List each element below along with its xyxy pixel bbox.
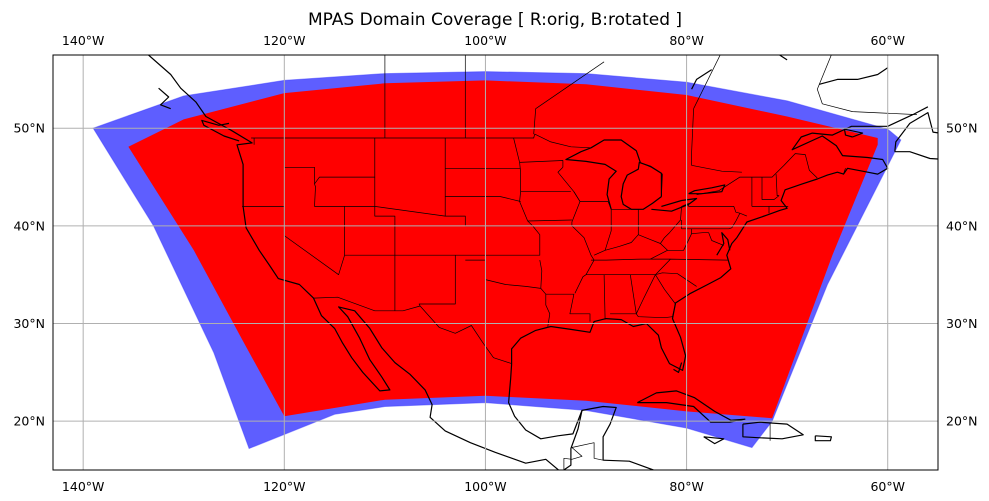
coastline — [562, 405, 617, 470]
boundary-line — [691, 108, 742, 173]
boundary-line — [527, 219, 572, 222]
boundary-line — [313, 296, 512, 364]
boundary-line — [445, 196, 521, 202]
boundary-line — [591, 258, 671, 261]
coastline — [158, 87, 171, 110]
boundary-line — [593, 201, 612, 256]
boundary-line — [693, 55, 721, 109]
lon-tick-label-bottom: 80°W — [669, 479, 704, 494]
lat-tick-label-right: 50°N — [946, 121, 978, 136]
coastline — [778, 55, 788, 61]
boundary-line — [605, 234, 668, 260]
boundary-line — [635, 274, 656, 314]
boundary-line — [418, 255, 456, 307]
coastline — [511, 106, 929, 371]
coastline — [703, 436, 725, 445]
lon-tick-label-bottom: 60°W — [870, 479, 905, 494]
coastline — [603, 459, 654, 470]
boundary-line — [816, 55, 917, 115]
lon-tick-label-top: 60°W — [870, 33, 905, 48]
coastline — [819, 67, 889, 85]
lon-tick-label-bottom: 140°W — [62, 479, 104, 494]
coastline — [814, 435, 833, 442]
lat-tick-label-right: 40°N — [946, 218, 978, 233]
boundary-line — [843, 168, 846, 175]
boundary-line — [691, 228, 724, 246]
plot-frame — [52, 54, 939, 471]
boundary-line — [251, 133, 592, 149]
coastline — [651, 197, 698, 212]
boundary-line — [696, 153, 818, 195]
tick-label-layer: 140°W 140°W 120°W 120°W 100°W 100°W 80°W 80°W 60… — [13, 33, 977, 494]
gridline-layer — [53, 55, 938, 470]
boundary-line — [761, 177, 780, 200]
boundary-line — [519, 160, 564, 168]
coastline — [673, 362, 683, 373]
lat-tick-label-left: 40°N — [13, 218, 45, 233]
coastline — [201, 119, 240, 142]
boundary-line — [660, 206, 682, 244]
lon-tick-label-bottom: 120°W — [263, 479, 305, 494]
coastline — [520, 55, 522, 56]
boundary-line — [603, 274, 606, 320]
lat-tick-label-right: 20°N — [946, 414, 978, 429]
boundary-line — [640, 162, 663, 197]
boundary-line — [655, 274, 676, 317]
lon-tick-label-top: 120°W — [263, 33, 305, 48]
original-domain-layer — [128, 80, 878, 419]
lon-tick-label-bottom: 100°W — [464, 479, 506, 494]
boundary-line — [571, 191, 595, 294]
lat-tick-label-left: 50°N — [13, 121, 45, 136]
lat-tick-label-right: 30°N — [946, 316, 978, 331]
lon-tick-label-top: 80°W — [669, 33, 704, 48]
boundary-line — [563, 442, 604, 470]
original-domain-area — [128, 80, 878, 419]
boundary-line — [775, 174, 780, 196]
boundary-line — [610, 313, 673, 319]
coastline — [691, 69, 713, 90]
coastline — [637, 390, 746, 423]
lat-tick-label-left: 30°N — [13, 316, 45, 331]
boundary-line — [667, 233, 692, 251]
coastline — [716, 232, 731, 256]
coastline — [894, 111, 938, 160]
lon-tick-label-top: 140°W — [62, 33, 104, 48]
boundary-line — [629, 274, 637, 314]
coastline — [742, 421, 804, 440]
lon-tick-label-top: 100°W — [464, 33, 506, 48]
boundary-line — [314, 138, 376, 185]
coastline — [565, 139, 641, 210]
boundary-line — [688, 203, 748, 217]
boundary-line — [374, 177, 396, 311]
lat-tick-label-left: 20°N — [13, 414, 45, 429]
boundary-line — [539, 260, 543, 289]
coastline — [508, 364, 583, 440]
coastline — [620, 161, 663, 210]
boundary-line — [545, 293, 591, 322]
boundary-line — [681, 203, 689, 207]
boundary-line — [533, 61, 605, 135]
coastline — [147, 55, 560, 470]
coastline — [843, 128, 864, 138]
map-title: MPAS Domain Coverage [ R:orig, B:rotated… — [308, 10, 682, 30]
coastline-layer — [147, 55, 938, 470]
political-border-layer — [242, 55, 917, 470]
